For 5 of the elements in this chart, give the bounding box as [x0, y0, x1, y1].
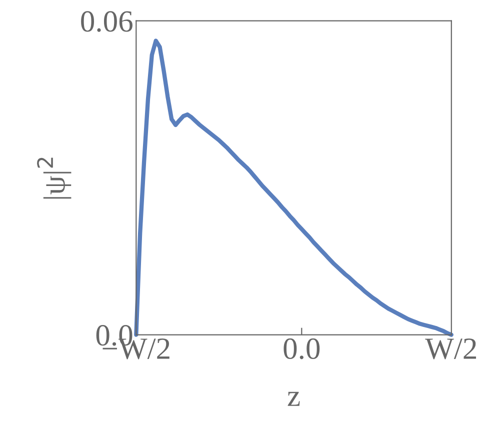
y-tick-label: 0.06	[81, 11, 132, 32]
x-tick-label: 0.0	[284, 338, 320, 360]
x-tick-label: W/2	[425, 338, 476, 360]
y-axis-title: |ψ|$^{2}$	[37, 158, 72, 199]
x-axis-title: z	[288, 392, 300, 406]
